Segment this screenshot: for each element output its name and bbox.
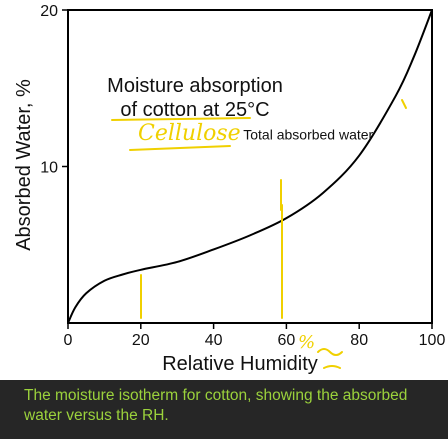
x-tick-label: 40 (205, 332, 223, 349)
ink-squiggle-low (317, 348, 343, 356)
x-axis-label: Relative Humidity (162, 353, 318, 375)
y-tick-label: 20 (40, 3, 58, 20)
caption-text: The moisture isotherm for cotton, showin… (24, 387, 408, 424)
caption-bar: The moisture isotherm for cotton, showin… (0, 380, 448, 439)
ink-underline-cellulose (129, 145, 231, 151)
x-tick-label: 60 (278, 332, 296, 349)
ink-underline-title (111, 117, 251, 121)
ink-mark-x60 (280, 179, 283, 319)
handwritten-annotations (111, 99, 407, 369)
chart-background (0, 0, 448, 380)
x-tick-label: 100 (419, 332, 446, 349)
curve-layer (67, 9, 433, 324)
y-tick-label: 10 (40, 160, 58, 177)
isotherm-curve (67, 9, 433, 324)
ink-cellulose: Cellulose (138, 121, 241, 146)
chart: 0 20 40 60 80 100 10 20 Moisture absorption of … (0, 0, 448, 380)
y-axis-label: Absorbed Water, % (13, 79, 35, 251)
ink-percent: % (298, 332, 315, 353)
chart-title-line-2: of cotton at 25°C (120, 99, 269, 121)
ink-mark-upper (401, 99, 407, 109)
x-tick-label: 80 (350, 332, 368, 349)
x-tick-label: 0 (64, 332, 73, 349)
axis-ticks (62, 9, 433, 329)
chart-title-line-1: Moisture absorption (107, 75, 283, 97)
tick-labels: 0 20 40 60 80 100 10 20 (40, 3, 445, 349)
annotation-total-absorbed-water: Total absorbed water (243, 126, 373, 142)
ink-squiggle-low-2 (323, 365, 341, 369)
x-tick-label: 20 (132, 332, 150, 349)
